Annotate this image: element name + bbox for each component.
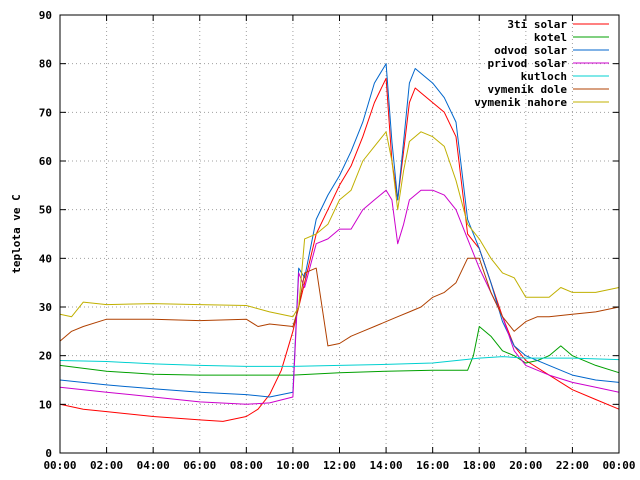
- legend-label: kutloch: [521, 70, 567, 83]
- series-line-odvod-solar: [59, 63, 620, 398]
- legend-label: odvod solar: [494, 44, 567, 57]
- x-tick-label: 18:00: [463, 459, 496, 472]
- y-axis-label: teplota ve C: [10, 194, 23, 273]
- y-tick-label: 80: [39, 58, 52, 71]
- y-tick-label: 30: [39, 301, 52, 314]
- legend-label: kotel: [534, 31, 567, 44]
- x-tick-label: 04:00: [137, 459, 170, 472]
- legend-label: vymenik nahore: [474, 96, 567, 109]
- y-tick-label: 0: [45, 447, 52, 460]
- x-tick-label: 10:00: [276, 459, 309, 472]
- y-tick-label: 50: [39, 204, 52, 217]
- y-tick-label: 90: [39, 9, 52, 22]
- y-tick-label: 20: [39, 350, 52, 363]
- x-tick-label: 00:00: [602, 459, 635, 472]
- series-layer: [59, 63, 620, 422]
- y-tick-label: 70: [39, 106, 52, 119]
- series-line-privod-solar: [59, 189, 620, 405]
- series-line-vymenik-nahore: [59, 131, 620, 318]
- x-tick-label: 22:00: [556, 459, 589, 472]
- ticks: 0 10 20 30 40 50 60 70 80 90 00:00 02:00 04:00 06:00 0…: [39, 9, 636, 472]
- x-tick-label: 00:00: [43, 459, 76, 472]
- x-tick-label: 02:00: [90, 459, 123, 472]
- legend-label: privod solar: [488, 57, 568, 70]
- x-tick-label: 12:00: [323, 459, 356, 472]
- x-tick-label: 16:00: [416, 459, 449, 472]
- series-line-vymenik-dole: [59, 257, 620, 347]
- legend-label: vymenik dole: [488, 83, 568, 96]
- series-line-kutloch: [59, 356, 620, 367]
- y-tick-label: 60: [39, 155, 52, 168]
- y-tick-label: 40: [39, 252, 52, 265]
- y-tick-label: 10: [39, 398, 52, 411]
- x-tick-label: 20:00: [509, 459, 542, 472]
- series-line-kotel: [59, 326, 620, 376]
- x-tick-label: 06:00: [183, 459, 216, 472]
- x-tick-label: 14:00: [370, 459, 403, 472]
- x-tick-label: 08:00: [230, 459, 263, 472]
- series-line-3ti-solar: [59, 77, 620, 422]
- legend-label: 3ti solar: [507, 18, 567, 31]
